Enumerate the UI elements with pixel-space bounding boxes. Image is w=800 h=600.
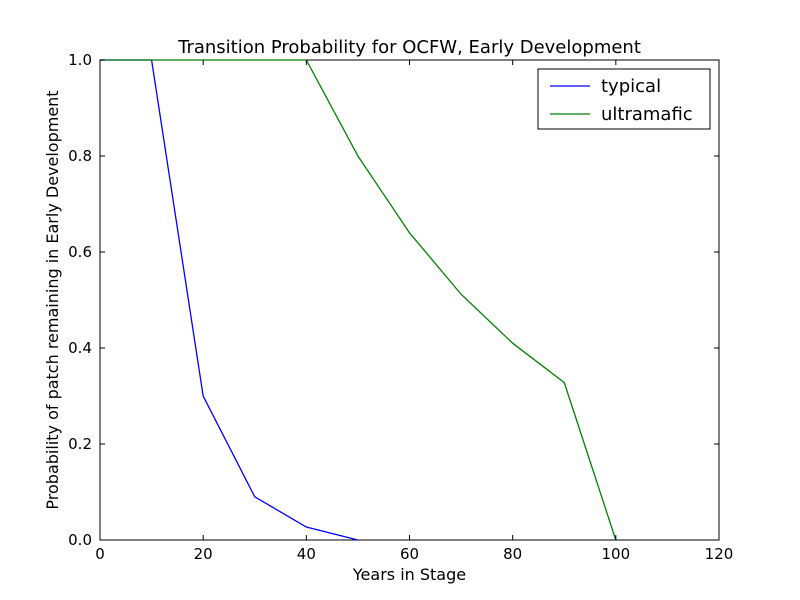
series-layer [100, 59, 617, 541]
chart-title: Transition Probability for OCFW, Early D… [177, 37, 641, 58]
tick-layer: 0 20 40 60 80 100 120 0.0 0.2 0.4 0.6 0.8 1.0 [68, 51, 733, 563]
x-axis-label: Years in Stage [352, 565, 466, 584]
legend-label-ultramafic: ultramafic [601, 104, 693, 125]
x-tick-label: 20 [194, 545, 213, 563]
y-tick-label: 0.0 [68, 531, 92, 549]
x-tick-label: 60 [400, 545, 419, 563]
y-tick-label: 1.0 [68, 51, 92, 69]
plot-area [99, 59, 720, 541]
legend-label-typical: typical [601, 76, 661, 97]
legend: typical ultramafic [537, 68, 711, 130]
x-tick-label: 0 [95, 545, 105, 563]
y-tick-label: 0.2 [68, 435, 92, 453]
x-tick-label: 120 [705, 545, 734, 563]
x-tick-label: 40 [297, 545, 316, 563]
x-tick-label: 100 [602, 545, 631, 563]
series-line-ultramafic [100, 59, 617, 541]
y-axis-label: Probability of patch remaining in Early … [43, 90, 62, 509]
legend-frame [537, 68, 711, 130]
y-tick-label: 0.6 [68, 243, 92, 261]
y-tick-label: 0.8 [68, 147, 92, 165]
y-tick-label: 0.4 [68, 339, 92, 357]
x-tick-label: 80 [503, 545, 522, 563]
